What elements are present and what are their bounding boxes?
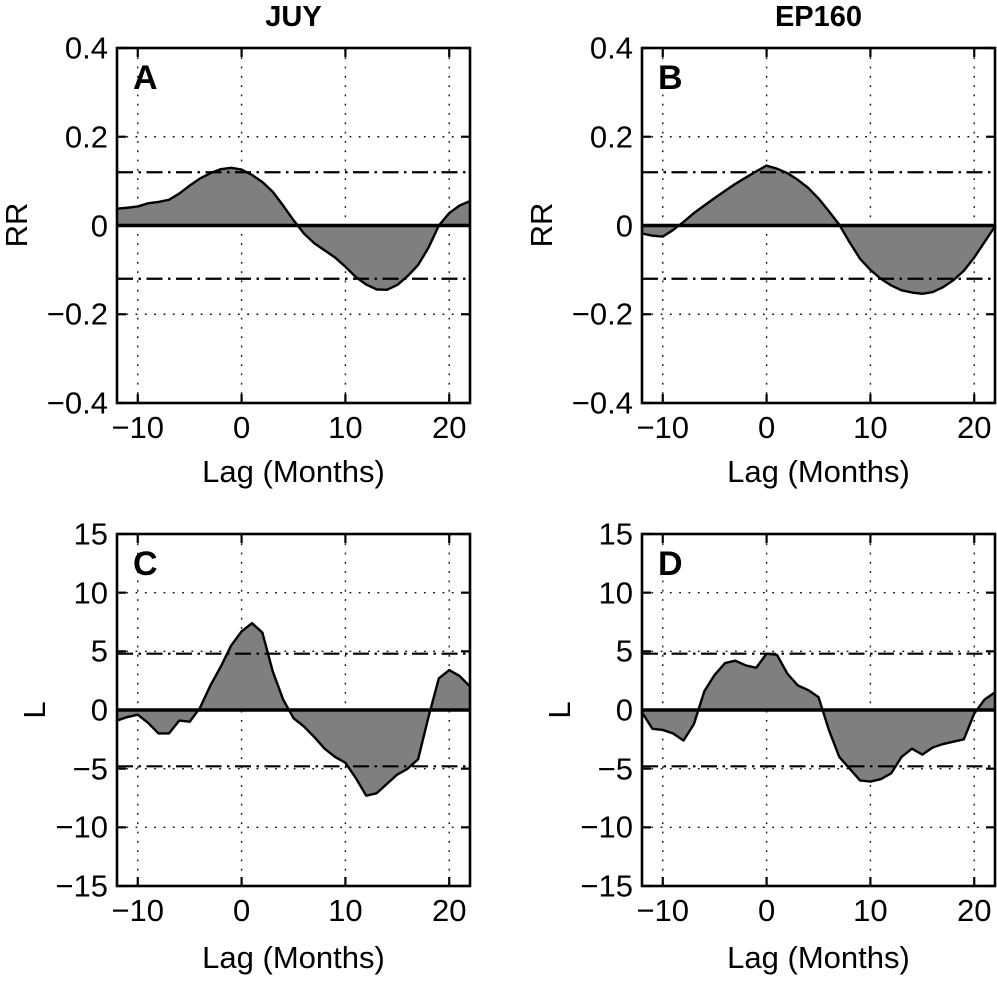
y-tick-label: 5 xyxy=(90,633,108,669)
correlation-curve xyxy=(640,652,997,783)
y-tick-label: 0.2 xyxy=(589,119,633,155)
y-tick-label: 0 xyxy=(615,692,633,728)
plot-box xyxy=(115,532,472,888)
y-tick-label: 0 xyxy=(90,692,108,728)
panel-a-letter: A xyxy=(133,59,158,97)
y-tick-label: 0 xyxy=(615,208,633,243)
panel-b-ylabel: RR xyxy=(524,202,559,248)
y-tick-label: −5 xyxy=(72,751,108,787)
x-tick-label: −10 xyxy=(111,410,165,445)
y-tick-label: 10 xyxy=(73,575,108,611)
panel-d-letter: D xyxy=(658,545,683,583)
shaded-correlation-area xyxy=(642,653,995,782)
x-tick-label: 0 xyxy=(757,410,776,445)
panel-c-plot xyxy=(115,532,472,888)
x-tick-label: 0 xyxy=(757,893,776,928)
panel-b-title: EP160 xyxy=(774,1,863,33)
y-tick-label: 15 xyxy=(598,516,633,552)
y-tick-label: 0.2 xyxy=(64,119,108,155)
y-tick-label: −0.2 xyxy=(571,296,633,332)
panel-c-letter: C xyxy=(133,545,158,583)
y-tick-label: −15 xyxy=(55,868,108,904)
panel-a-ylabel: RR xyxy=(0,202,34,248)
x-tick-label: 0 xyxy=(232,410,251,445)
y-tick-label: −5 xyxy=(597,751,633,787)
shaded-correlation-area xyxy=(642,165,995,294)
x-tick-label: −10 xyxy=(111,893,165,928)
y-tick-label: 15 xyxy=(73,516,108,552)
x-tick-label: 0 xyxy=(232,893,251,928)
panel-a-plot xyxy=(115,46,472,405)
shaded-correlation-area xyxy=(117,167,470,290)
y-tick-label: −10 xyxy=(580,809,633,845)
panel-d-xlabel: Lag (Months) xyxy=(727,940,910,975)
panel-c-ylabel: L xyxy=(17,701,52,719)
x-tick-label: −10 xyxy=(636,410,690,445)
panel-b-plot xyxy=(640,46,997,405)
panel-d-plot xyxy=(640,532,997,888)
y-tick-label: −10 xyxy=(55,809,108,845)
x-tick-label: −10 xyxy=(636,893,690,928)
x-tick-label: 10 xyxy=(853,893,888,928)
correlation-curve xyxy=(115,166,472,292)
x-tick-label: 10 xyxy=(328,410,363,445)
y-tick-label: −0.2 xyxy=(46,296,108,332)
panel-a-xlabel: Lag (Months) xyxy=(202,454,385,489)
plot-box xyxy=(640,46,997,405)
panel-c-xlabel: Lag (Months) xyxy=(202,940,385,975)
x-tick-label: 20 xyxy=(431,410,467,445)
plot-box xyxy=(115,46,472,405)
panel-d-ylabel: L xyxy=(542,701,577,719)
y-tick-label: −15 xyxy=(580,868,633,904)
x-tick-label: 20 xyxy=(956,410,992,445)
y-tick-label: 0.4 xyxy=(589,30,633,66)
x-tick-label: 10 xyxy=(853,410,888,445)
correlation-curve xyxy=(640,164,997,296)
x-tick-label: 20 xyxy=(956,893,992,928)
panel-b-letter: B xyxy=(658,59,683,97)
shaded-correlation-area xyxy=(117,623,470,796)
y-tick-label: −0.4 xyxy=(571,385,633,421)
correlation-curve xyxy=(115,621,472,797)
y-tick-label: 0.4 xyxy=(64,30,108,66)
y-tick-label: 5 xyxy=(615,633,633,669)
y-tick-label: 10 xyxy=(598,575,633,611)
panel-a-title: JUY xyxy=(265,1,322,33)
plot-box xyxy=(640,532,997,888)
panel-b-xlabel: Lag (Months) xyxy=(727,454,910,489)
y-tick-label: 0 xyxy=(90,208,108,243)
x-tick-label: 20 xyxy=(431,893,467,928)
y-tick-label: −0.4 xyxy=(46,385,108,421)
x-tick-label: 10 xyxy=(328,893,363,928)
